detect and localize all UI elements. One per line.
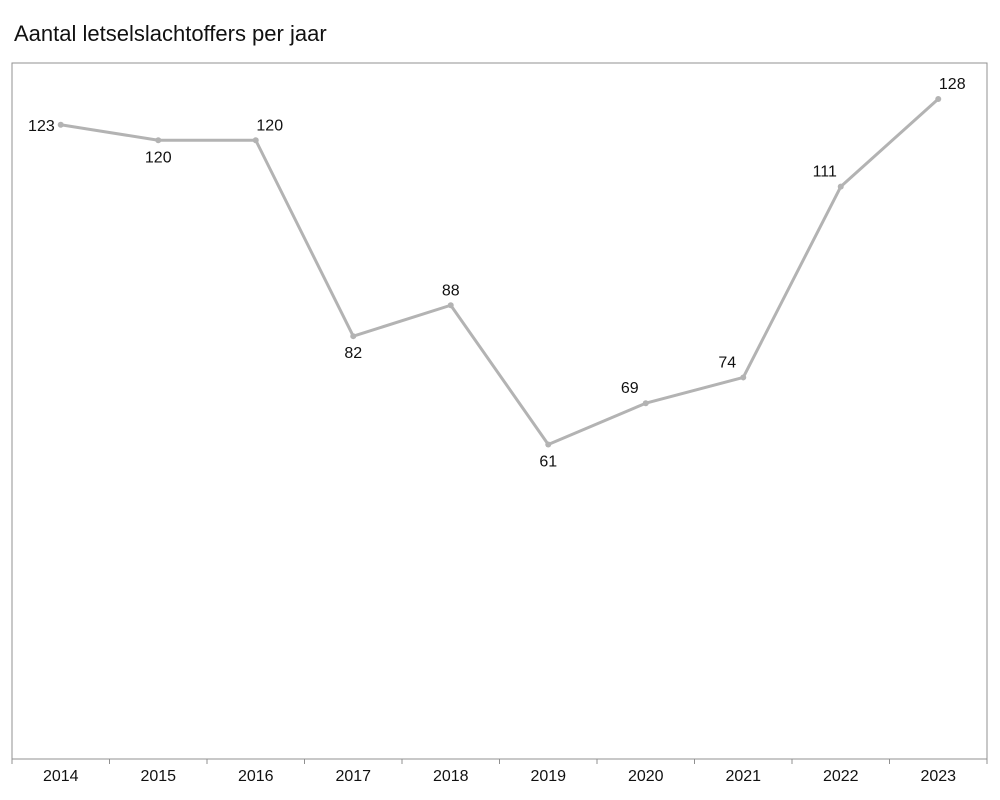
- x-tick-label: 2022: [823, 768, 859, 785]
- x-tick-label: 2018: [433, 768, 469, 785]
- data-label: 88: [442, 282, 460, 299]
- x-axis-labels: 2014 2015 2016 2017 2018 2019 2020 2021 2022 2023: [43, 768, 956, 785]
- x-tick-label: 2015: [140, 768, 176, 785]
- data-label: 128: [939, 76, 966, 93]
- data-point: [935, 96, 942, 102]
- data-point: [252, 137, 259, 144]
- data-point: [350, 333, 357, 340]
- data-points: [57, 96, 942, 448]
- data-label: 74: [718, 354, 736, 371]
- data-label: 82: [344, 345, 362, 362]
- data-label: 61: [539, 453, 557, 470]
- x-axis-ticks: [11, 759, 988, 764]
- data-label: 120: [145, 149, 172, 166]
- data-point: [642, 400, 649, 407]
- data-label: 120: [256, 117, 283, 134]
- x-tick-label: 2016: [238, 768, 274, 785]
- plot-frame: [11, 62, 988, 760]
- chart-title: Aantal letselslachtoffers per jaar: [14, 21, 327, 46]
- data-label: 123: [28, 118, 55, 135]
- data-point: [740, 374, 747, 381]
- data-point: [545, 441, 552, 448]
- data-point: [837, 183, 844, 190]
- x-tick-label: 2017: [335, 768, 371, 785]
- series-line: [59, 97, 940, 446]
- data-point: [447, 302, 454, 309]
- x-tick-label: 2020: [628, 768, 664, 785]
- x-tick-label: 2014: [43, 768, 79, 785]
- x-tick-label: 2023: [920, 768, 956, 785]
- x-tick-label: 2019: [530, 768, 566, 785]
- data-point: [155, 137, 162, 144]
- data-label: 69: [621, 380, 639, 397]
- data-label: 111: [813, 164, 837, 181]
- data-point: [57, 121, 64, 128]
- x-tick-label: 2021: [725, 768, 761, 785]
- data-labels: 123 120 120 82 88 61 69 74 111 128: [28, 76, 966, 470]
